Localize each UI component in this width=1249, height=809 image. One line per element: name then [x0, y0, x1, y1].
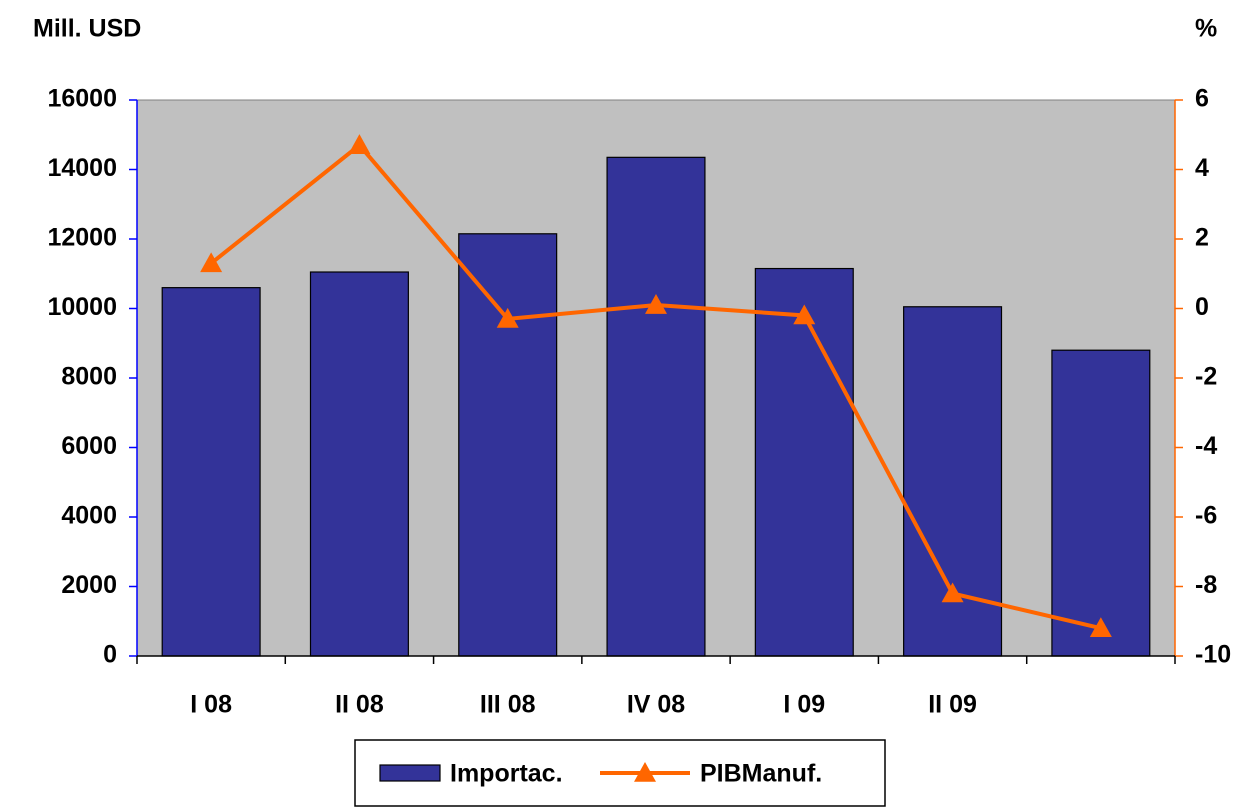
y-tick-label: 12000: [47, 224, 117, 252]
legend-label: Importac.: [450, 760, 563, 788]
legend-swatch: [379, 764, 441, 782]
y2-tick-label: -10: [1195, 641, 1231, 669]
y-axis-title: Mill. USD: [33, 15, 141, 43]
bar: [1051, 349, 1151, 657]
legend-label: PIBManuf.: [700, 760, 822, 788]
legend-marker: [634, 762, 656, 782]
marker: [793, 304, 816, 325]
bar: [606, 156, 706, 657]
y2-axis-title: %: [1195, 15, 1217, 43]
y-tick-label: 0: [103, 641, 117, 669]
y2-tick-label: 6: [1195, 85, 1209, 113]
bar: [458, 233, 558, 657]
y2-tick-label: 0: [1195, 293, 1209, 321]
y-tick-label: 8000: [61, 363, 117, 391]
marker: [496, 307, 519, 328]
y-tick-label: 6000: [61, 432, 117, 460]
x-tick-label: IV 08: [627, 691, 685, 719]
x-tick-label: III 08: [480, 691, 536, 719]
x-tick-label: II 08: [335, 691, 384, 719]
y2-tick-label: 2: [1195, 224, 1209, 252]
y-tick-label: 4000: [61, 502, 117, 530]
y-tick-label: 2000: [61, 571, 117, 599]
bar: [161, 287, 261, 657]
bar: [309, 271, 409, 657]
y2-tick-label: -6: [1195, 502, 1217, 530]
x-tick-label: I 08: [190, 691, 232, 719]
y2-tick-label: -4: [1195, 432, 1217, 460]
marker: [941, 582, 964, 603]
x-tick-label: I 09: [783, 691, 825, 719]
y-tick-label: 14000: [47, 154, 117, 182]
x-tick-label: II 09: [928, 691, 977, 719]
y-tick-label: 16000: [47, 85, 117, 113]
marker: [1089, 617, 1112, 637]
marker: [200, 252, 223, 273]
y2-tick-label: -2: [1195, 363, 1217, 391]
marker: [348, 134, 371, 154]
bar: [754, 267, 854, 657]
y-tick-label: 10000: [47, 293, 117, 321]
y2-tick-label: -8: [1195, 571, 1217, 599]
bar: [903, 306, 1003, 657]
y2-tick-label: 4: [1195, 154, 1209, 182]
marker: [645, 294, 667, 314]
